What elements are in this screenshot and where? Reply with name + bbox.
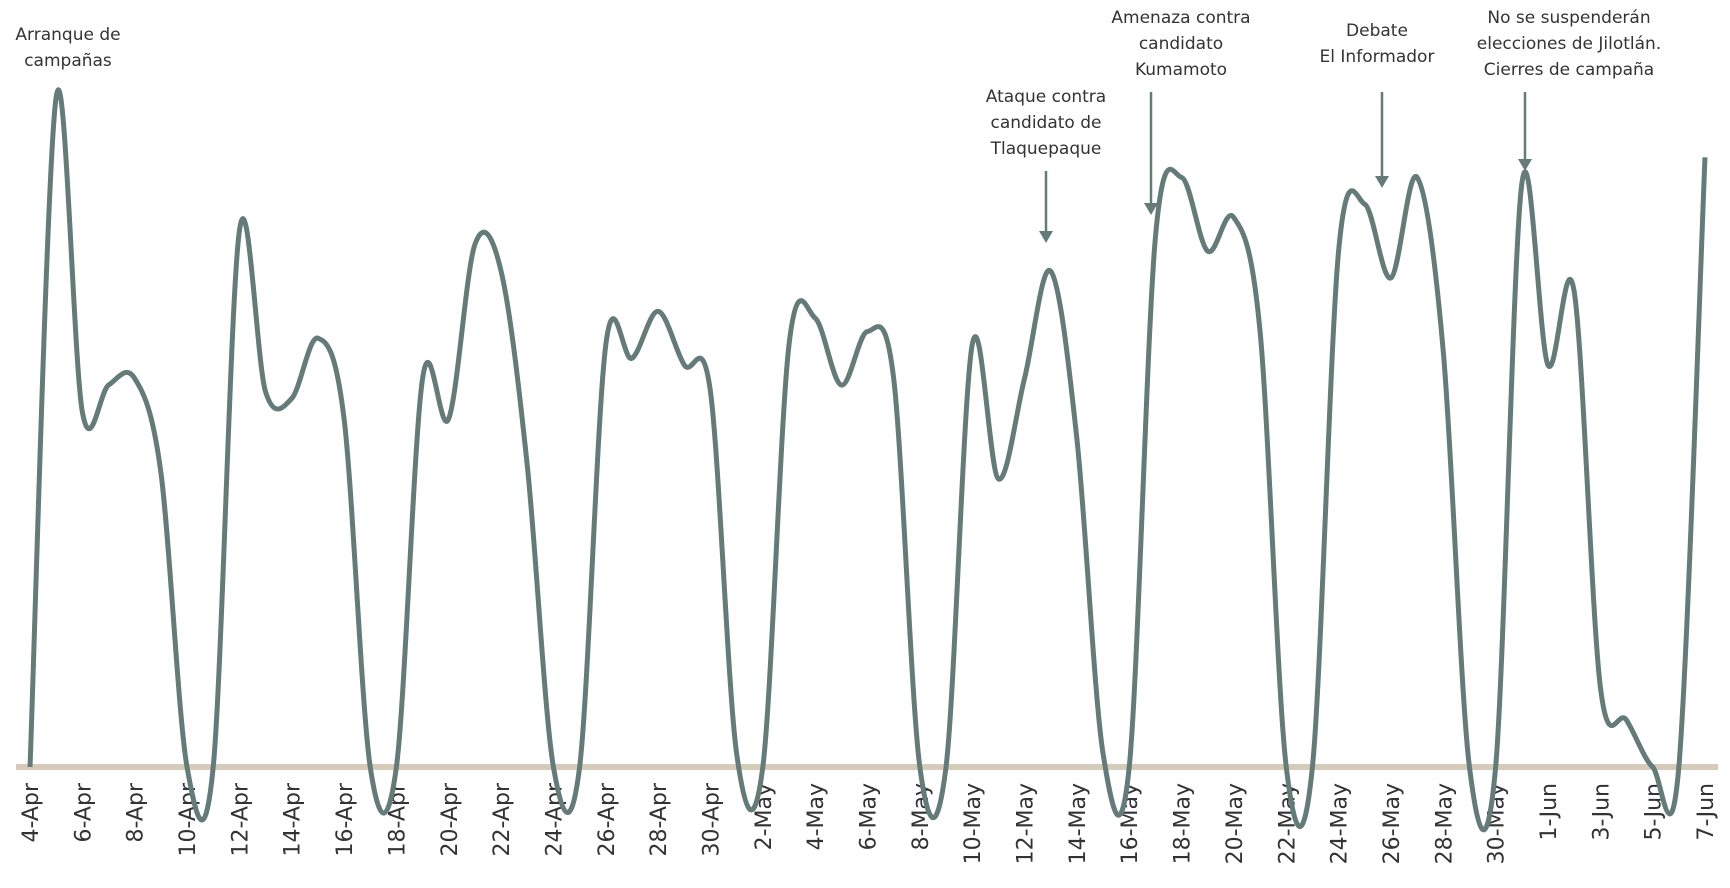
annotation: campañas [24,51,112,71]
annotation: Debate [1346,21,1408,41]
x-tick-label: 12-May [1014,783,1039,864]
x-tick-label: 3-Jun [1589,783,1614,841]
annotation: Ataque contra [986,87,1106,107]
x-tick-label: 14-Apr [281,782,306,856]
x-tick-label: 16-Apr [333,782,358,856]
x-tick-label: 6-Apr [71,782,96,842]
x-tick-label: 6-May [857,783,882,850]
x-tick-label: 1-Jun [1537,783,1562,841]
x-tick-label: 2-May [752,783,777,850]
annotation: Arranque de [15,25,120,45]
x-tick-label: 8-Apr [124,782,149,842]
annotation: candidato de [991,113,1102,133]
annotation-arrowhead [1039,231,1053,243]
x-tick-label: 4-May [804,783,829,850]
x-tick-label: 24-Apr [542,782,567,856]
annotation: Kumamoto [1135,60,1227,80]
x-tick-label: 16-May [1118,783,1143,864]
x-tick-label: 28-Apr [647,782,672,856]
annotation: candidato [1139,34,1223,54]
annotation-arrowhead [1518,159,1532,171]
x-tick-label: 18-May [1171,783,1196,864]
x-tick-label: 7-Jun [1694,783,1719,841]
x-tick-label: 12-Apr [228,782,253,856]
x-tick-label: 10-Apr [176,782,201,856]
x-tick-label: 20-May [1223,783,1248,864]
annotation-arrowhead [1375,176,1389,188]
annotation-arrowhead [1144,203,1158,215]
x-tick-label: 10-May [961,783,986,864]
annotation: El Informador [1320,47,1435,67]
x-tick-label: 14-May [1066,783,1091,864]
x-tick-label: 30-Apr [699,782,724,856]
x-tick-label: 26-Apr [595,782,620,856]
x-tick-label: 4-Apr [19,782,44,842]
x-tick-label: 18-Apr [385,782,410,856]
x-tick-label: 22-Apr [490,782,515,856]
annotation: Cierres de campaña [1484,60,1654,80]
annotation: No se suspenderán [1487,8,1650,28]
annotation: Amenaza contra [1111,8,1250,28]
x-tick-label: 24-May [1328,783,1353,864]
x-tick-label: 20-Apr [438,782,463,856]
data-line [27,87,1708,833]
x-tick-label: 26-May [1380,783,1405,864]
x-tick-label: 28-May [1432,783,1457,864]
annotation: elecciones de Jilotlán. [1477,34,1661,54]
annotation: Tlaquepaque [990,139,1102,159]
